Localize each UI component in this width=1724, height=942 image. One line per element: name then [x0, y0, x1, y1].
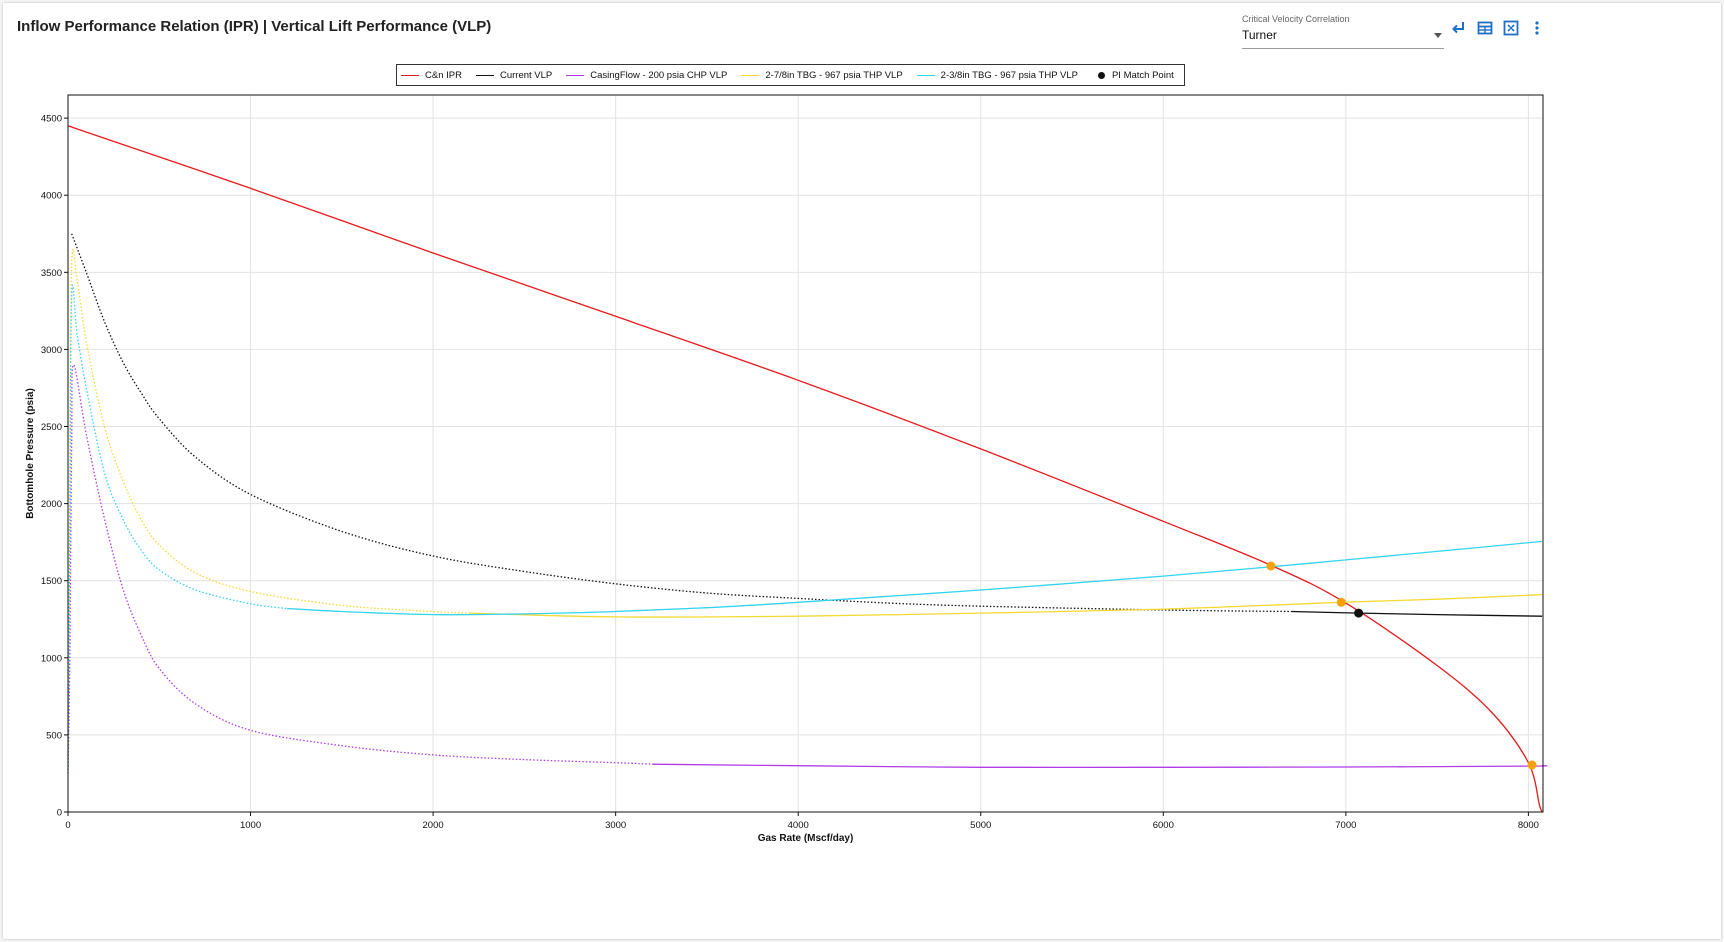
x-axis-title: Gas Rate (Mscf/day): [758, 833, 854, 844]
critical-velocity-correlation-select[interactable]: Critical Velocity Correlation Turner: [1242, 12, 1444, 49]
x-tick-label: 8000: [1518, 820, 1539, 831]
legend-swatch: [401, 74, 419, 76]
legend-item[interactable]: Current VLP: [475, 69, 553, 81]
x-tick-label: 0: [65, 820, 70, 831]
more-vert-icon[interactable]: [1527, 18, 1547, 38]
y-tick-label: 4000: [41, 191, 62, 202]
select-label: Critical Velocity Correlation: [1242, 14, 1350, 24]
series-line-current-vlp-dotted: [71, 233, 1292, 613]
x-tick-label: 6000: [1153, 820, 1174, 831]
fit-view-icon[interactable]: [1501, 18, 1521, 38]
series-line-2-7-8in-tbg-967-psia-thp-vlp: [469, 593, 1543, 618]
legend-label: 2-7/8in TBG - 967 psia THP VLP: [765, 69, 903, 81]
legend-label: C&n IPR: [425, 69, 462, 81]
legend-item[interactable]: 2-3/8in TBG - 967 psia THP VLP: [916, 69, 1078, 81]
series-line-2-3-8in-tbg-967-psia-thp-vlp-dotted: [67, 284, 288, 766]
y-tick-label: 4500: [41, 114, 62, 125]
legend-item[interactable]: 2-7/8in TBG - 967 psia THP VLP: [741, 69, 903, 81]
y-tick-label: 1000: [41, 653, 62, 664]
legend-label: Current VLP: [499, 69, 553, 81]
pi-match-point: [1354, 608, 1364, 618]
y-tick-label: 3000: [41, 345, 62, 356]
x-tick-label: 4000: [788, 820, 809, 831]
x-tick-label: 1000: [240, 820, 261, 831]
select-value: Turner: [1242, 28, 1277, 42]
legend-item[interactable]: PI Match Point: [1092, 70, 1174, 81]
legend-item[interactable]: C&n IPR: [401, 70, 462, 81]
page-title: Inflow Performance Relation (IPR) | Vert…: [17, 18, 492, 35]
series-line-2-3-8in-tbg-967-psia-thp-vlp: [287, 540, 1543, 616]
y-tick-label: 2500: [41, 422, 62, 433]
chart-legend: C&n IPR Current VLP CasingFlow - 200 psia …: [396, 64, 1185, 86]
legend-label: 2-3/8in TBG - 967 psia THP VLP: [940, 69, 1078, 81]
intersection-point: [1527, 760, 1537, 770]
y-axis-title: Bottomhole Pressure (psia): [25, 388, 36, 519]
x-tick-label: 5000: [970, 820, 991, 831]
legend-swatch: [741, 74, 760, 76]
intersection-point: [1266, 561, 1276, 571]
enter-icon[interactable]: [1449, 18, 1469, 38]
legend-swatch: [475, 74, 494, 76]
legend-dot: [1097, 71, 1105, 79]
plot-frame: [67, 94, 1544, 813]
legend-label: PI Match Point: [1111, 69, 1174, 81]
x-tick-label: 7000: [1335, 820, 1356, 831]
legend-item[interactable]: CasingFlow - 200 psia CHP VLP: [566, 70, 727, 81]
legend-label: CasingFlow - 200 psia CHP VLP: [590, 69, 728, 81]
y-tick-label: 0: [57, 808, 62, 819]
x-tick-label: 2000: [423, 820, 444, 831]
y-tick-label: 500: [46, 730, 62, 741]
y-tick-label: 1500: [41, 576, 62, 587]
x-tick-label: 3000: [605, 820, 626, 831]
series-line-casingflow-200-psia-chp-vlp: [652, 763, 1548, 769]
y-tick-label: 3500: [41, 268, 62, 279]
legend-swatch: [916, 74, 935, 76]
y-tick-label: 2000: [41, 499, 62, 510]
table-icon[interactable]: [1475, 18, 1495, 38]
legend-swatch: [566, 74, 585, 76]
series-line-casingflow-200-psia-chp-vlp-dotted: [67, 364, 653, 774]
chevron-down-icon: [1434, 33, 1442, 38]
chart-card: [3, 3, 1721, 939]
intersection-point: [1336, 597, 1346, 607]
series-line-c-n-ipr: [67, 125, 1543, 813]
series-line-current-vlp: [1291, 610, 1543, 617]
